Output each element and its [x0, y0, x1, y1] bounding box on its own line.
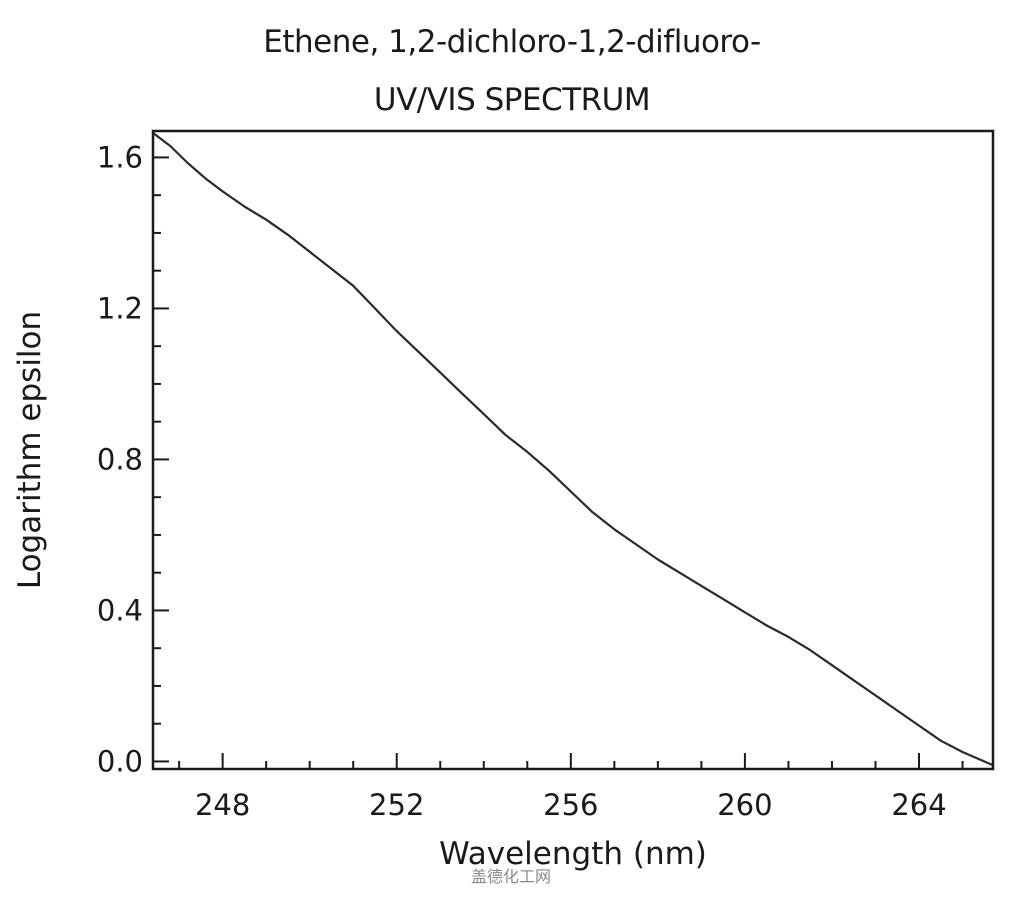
spectrum-line: [151, 131, 995, 767]
plot-frame: [151, 129, 995, 771]
y-tick-label: 1.2: [97, 291, 143, 325]
x-tick-label: 264: [891, 788, 946, 822]
y-axis-label: Logarithm epsilon: [12, 311, 48, 589]
x-tick-label: 248: [195, 788, 250, 822]
x-tick-label: 260: [717, 788, 772, 822]
x-tick-label: 252: [369, 788, 424, 822]
y-tick-label: 1.6: [97, 140, 143, 174]
x-axis-label: Wavelength (nm): [439, 836, 707, 872]
chart-title: Ethene, 1,2-dichloro-1,2-difluoro-: [263, 24, 761, 60]
tick-marks: [153, 156, 964, 769]
tick-labels: 248 252 256 260 264 0.0 0.4 0.8 1.2 1.6: [97, 140, 947, 822]
y-tick-label: 0.0: [97, 744, 143, 778]
x-tick-label: 256: [543, 788, 598, 822]
y-tick-label: 0.4: [97, 593, 143, 627]
y-tick-label: 0.8: [97, 442, 143, 476]
chart-subtitle: UV/VIS SPECTRUM: [373, 82, 651, 118]
watermark-text: 盖德化工网: [471, 867, 551, 886]
